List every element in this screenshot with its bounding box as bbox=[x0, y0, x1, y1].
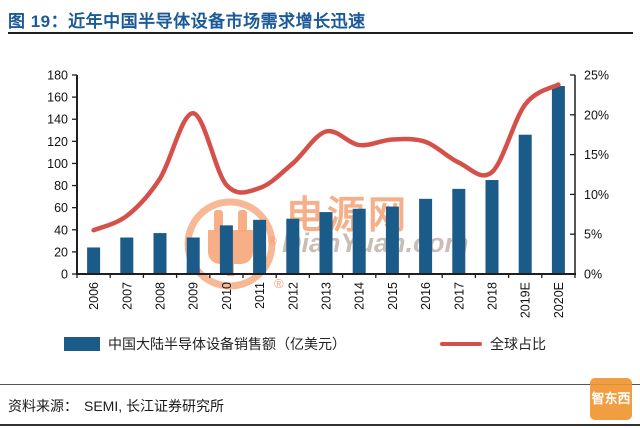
bottom-border bbox=[0, 424, 640, 426]
left-axis-label: 0 bbox=[61, 268, 68, 282]
left-axis-label: 60 bbox=[54, 201, 68, 215]
left-axis-label: 20 bbox=[54, 245, 68, 259]
source-note: 资料来源： SEMI, 长江证券研究所 bbox=[8, 396, 224, 416]
chart-canvas: 0 20 40 60 80 100 120 140 160 180 0% 5% 10% 15% 20% 25%… bbox=[47, 69, 609, 319]
x-axis-label: 2010 bbox=[220, 282, 234, 310]
x-axis-label: 2017 bbox=[452, 282, 466, 310]
legend-bar-label: 中国大陆半导体设备销售额（亿美元） bbox=[108, 336, 346, 352]
right-axis-label: 5% bbox=[584, 228, 602, 242]
bar-2011 bbox=[253, 219, 267, 274]
bar-2014 bbox=[352, 208, 366, 274]
bar-2019E bbox=[518, 134, 532, 274]
bar-2013 bbox=[319, 212, 333, 274]
legend-bar-swatch bbox=[64, 337, 100, 351]
x-axis-label: 2009 bbox=[187, 282, 201, 310]
x-axis-label: 2006 bbox=[87, 282, 101, 310]
x-axis-label: 2020E bbox=[552, 282, 566, 318]
x-axis-label: 2011 bbox=[253, 282, 267, 309]
x-axis-label: 2015 bbox=[386, 282, 400, 310]
x-axis-label: 2013 bbox=[320, 282, 334, 310]
legend-line-label: 全球占比 bbox=[490, 336, 546, 352]
bar-2009 bbox=[186, 237, 200, 274]
bar-2008 bbox=[153, 233, 167, 274]
left-axis-label: 140 bbox=[47, 113, 68, 127]
bar-2020E bbox=[551, 86, 565, 274]
bar-2015 bbox=[385, 206, 399, 274]
right-axis-label: 15% bbox=[584, 148, 609, 162]
legend-item-line: 全球占比 bbox=[440, 334, 546, 354]
x-axis-label: 2007 bbox=[120, 282, 134, 310]
right-axis-label: 20% bbox=[584, 108, 609, 122]
right-axis-label: 0% bbox=[584, 268, 602, 282]
left-axis-label: 80 bbox=[54, 179, 68, 193]
left-axis-label: 160 bbox=[47, 91, 68, 105]
bar-2018 bbox=[485, 180, 499, 274]
left-axis-label: 180 bbox=[47, 69, 68, 83]
left-axis-label: 120 bbox=[47, 135, 68, 149]
bar-2012 bbox=[286, 218, 300, 274]
trend-line bbox=[91, 82, 561, 233]
x-axis-label: 2008 bbox=[154, 282, 168, 310]
source-text: SEMI, 长江证券研究所 bbox=[84, 398, 225, 414]
bar-2016 bbox=[419, 198, 433, 274]
left-axis-label: 100 bbox=[47, 157, 68, 171]
bar-2007 bbox=[120, 237, 134, 274]
legend-item-bars: 中国大陆半导体设备销售额（亿美元） bbox=[64, 334, 346, 354]
x-axis-label: 2014 bbox=[353, 282, 367, 310]
legend-line-swatch bbox=[440, 342, 482, 346]
right-axis-label: 25% bbox=[584, 69, 609, 83]
chart: ® 电源网 ® DianYuan.com 0 20 40 60 80 100 120 140 1… bbox=[0, 36, 640, 336]
right-axis-label: 10% bbox=[584, 188, 609, 202]
footer-divider bbox=[0, 384, 640, 385]
bar-2006 bbox=[87, 247, 101, 274]
x-axis-label: 2019E bbox=[519, 282, 533, 318]
page-title: 图 19：近年中国半导体设备市场需求增长迅速 bbox=[8, 12, 366, 31]
chart-legend: 中国大陆半导体设备销售额（亿美元） 全球占比 bbox=[0, 334, 640, 354]
x-axis-label: 2016 bbox=[419, 282, 433, 310]
x-axis-label: 2012 bbox=[286, 282, 300, 310]
left-axis-label: 40 bbox=[54, 223, 68, 237]
x-axis-label: 2018 bbox=[486, 282, 500, 310]
source-label: 资料来源： bbox=[8, 398, 78, 414]
bar-2017 bbox=[452, 188, 466, 274]
title-divider bbox=[8, 32, 633, 34]
bar-2010 bbox=[219, 225, 233, 274]
zhidx-stamp: 智东西 bbox=[590, 378, 632, 420]
